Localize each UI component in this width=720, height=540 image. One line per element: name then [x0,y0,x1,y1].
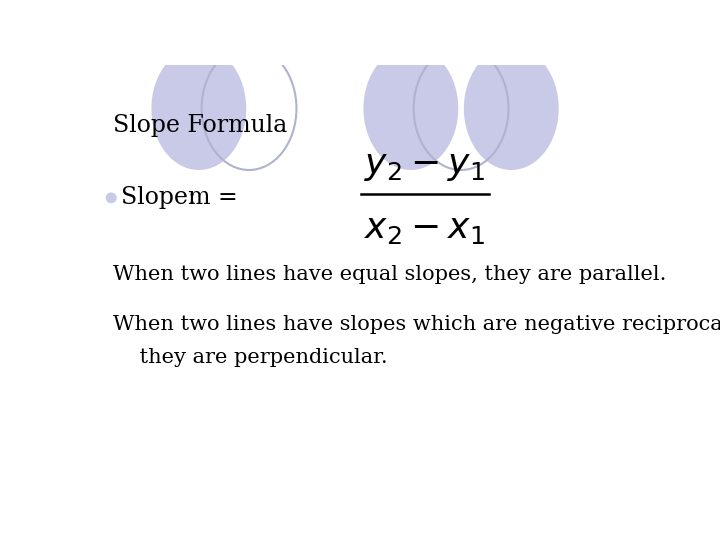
Ellipse shape [151,47,246,170]
Text: $y_2 - y_1$: $y_2 - y_1$ [364,149,485,183]
Text: they are perpendicular.: they are perpendicular. [114,348,388,367]
Text: Slope:: Slope: [121,186,196,210]
Text: When two lines have equal slopes, they are parallel.: When two lines have equal slopes, they a… [114,265,667,284]
Ellipse shape [364,47,458,170]
Ellipse shape [106,192,117,203]
Ellipse shape [464,47,559,170]
Text: $x_2 - x_1$: $x_2 - x_1$ [364,212,485,246]
Text: Slope Formula: Slope Formula [114,113,288,137]
Text: When two lines have slopes which are negative reciprocals,: When two lines have slopes which are neg… [114,315,720,334]
Text: m =: m = [188,186,238,210]
